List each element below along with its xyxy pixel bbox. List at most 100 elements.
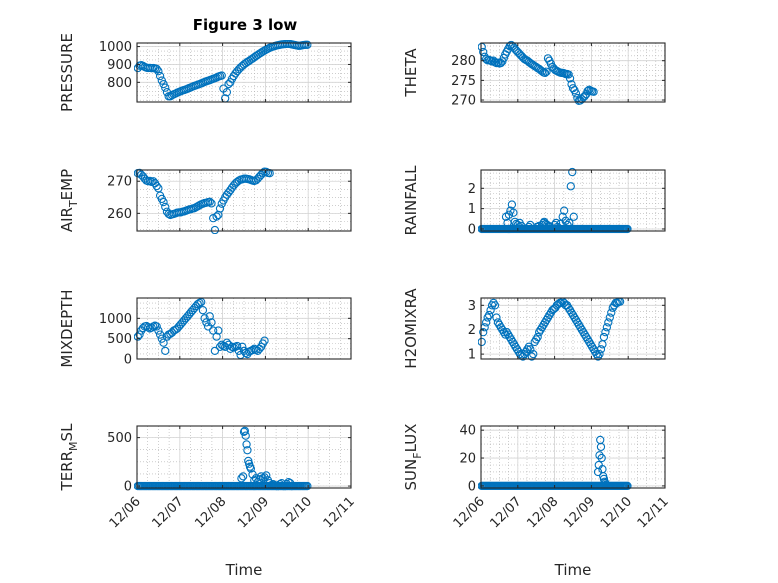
data-point bbox=[595, 451, 604, 460]
y-tick-label: 260 bbox=[107, 207, 132, 222]
data-point bbox=[222, 338, 232, 347]
x-tick-label: 12/11 bbox=[321, 494, 358, 531]
data-point bbox=[242, 440, 251, 449]
y-tick-label: 2 bbox=[468, 182, 476, 197]
x-tick-label: 12/09 bbox=[561, 494, 598, 531]
data-point bbox=[154, 326, 163, 335]
data-point bbox=[238, 342, 247, 351]
data-point bbox=[605, 313, 614, 322]
data-point bbox=[152, 322, 161, 331]
y-tick-label: 0 bbox=[468, 222, 476, 237]
panel-air-temp: 260 270 AIRTEMP bbox=[58, 167, 352, 234]
axes-box bbox=[480, 425, 666, 489]
data-point bbox=[478, 337, 486, 347]
data-point bbox=[540, 68, 550, 78]
data-point bbox=[226, 344, 235, 353]
x-tick-label: 12/07 bbox=[488, 494, 525, 531]
data-point bbox=[482, 318, 491, 327]
data-point bbox=[239, 427, 249, 436]
y-tick-label: 0 bbox=[124, 480, 132, 495]
data-point bbox=[152, 181, 161, 191]
x-tick-label: 12/08 bbox=[524, 494, 561, 531]
data-point bbox=[589, 87, 598, 96]
y-axis-label: TERRMSL bbox=[58, 423, 80, 492]
y-axis-label: H2OMIXRA bbox=[402, 288, 420, 369]
data-point bbox=[159, 338, 168, 347]
data-point bbox=[599, 332, 609, 342]
data-point bbox=[551, 218, 561, 228]
data-point bbox=[154, 184, 163, 193]
data-point bbox=[601, 328, 610, 337]
figure-title: Figure 3 low bbox=[193, 16, 298, 34]
data-point bbox=[596, 442, 606, 452]
data-point bbox=[237, 474, 246, 483]
y-tick-label: 0 bbox=[468, 479, 476, 494]
data-points bbox=[134, 297, 269, 360]
y-label-main: AIR bbox=[58, 207, 76, 232]
data-points bbox=[478, 167, 632, 234]
y-label-tail: EMP bbox=[58, 169, 76, 200]
data-point bbox=[210, 225, 220, 234]
x-tick-label: 12/10 bbox=[278, 494, 315, 531]
data-point bbox=[507, 200, 517, 209]
data-point bbox=[533, 332, 542, 342]
y-tick-label: 1 bbox=[468, 348, 476, 363]
data-point bbox=[623, 481, 632, 491]
data-point bbox=[623, 224, 632, 234]
data-point bbox=[504, 210, 514, 219]
data-point bbox=[198, 306, 208, 315]
data-point bbox=[210, 346, 220, 356]
y-axis-label: PRESSURE bbox=[58, 33, 76, 112]
y-tick-label: 270 bbox=[451, 94, 476, 109]
data-point bbox=[215, 342, 225, 351]
axes-box bbox=[136, 42, 352, 103]
x-tick-label: 12/06 bbox=[451, 494, 488, 531]
y-tick-label: 3 bbox=[468, 299, 476, 314]
data-point bbox=[509, 208, 518, 217]
data-point bbox=[256, 472, 266, 481]
data-point bbox=[604, 318, 613, 327]
data-point bbox=[233, 341, 242, 351]
y-tick-label: 900 bbox=[107, 58, 132, 73]
data-point bbox=[215, 204, 225, 213]
y-axis-label: SUNFLUX bbox=[402, 424, 424, 491]
data-point bbox=[479, 47, 488, 57]
data-point bbox=[571, 89, 581, 98]
x-tick-label: 12/09 bbox=[235, 494, 272, 531]
y-tick-label: 2 bbox=[468, 323, 476, 338]
panel-theta: 270 275 280 THETA bbox=[402, 40, 666, 109]
data-point bbox=[490, 301, 500, 310]
data-point bbox=[542, 67, 551, 76]
data-point bbox=[568, 167, 577, 177]
data-point bbox=[602, 323, 612, 332]
data-point bbox=[157, 334, 166, 343]
data-point bbox=[154, 67, 163, 76]
panel-h2omixra: 1 2 3 H2OMIXRA bbox=[402, 288, 666, 369]
y-label-subscript: M bbox=[67, 441, 80, 451]
y-axis-label: THETA bbox=[402, 48, 420, 98]
panel-mixdepth: 0 500 1000 MIXDEPTH bbox=[58, 289, 352, 368]
x-axis-label: Time bbox=[225, 561, 263, 579]
data-points bbox=[478, 297, 625, 361]
data-point bbox=[583, 86, 592, 96]
data-point bbox=[214, 326, 223, 335]
data-point bbox=[202, 318, 211, 327]
data-point bbox=[159, 197, 168, 207]
y-tick-label: 1000 bbox=[99, 312, 132, 327]
data-point bbox=[246, 464, 255, 473]
data-point bbox=[507, 40, 516, 50]
x-tick-label: 12/11 bbox=[635, 494, 672, 531]
data-point bbox=[241, 348, 250, 358]
data-point bbox=[134, 332, 143, 341]
data-point bbox=[303, 481, 312, 491]
y-tick-label: 500 bbox=[107, 332, 132, 347]
data-point bbox=[241, 431, 250, 440]
y-label-tail: SL bbox=[58, 423, 76, 442]
data-point bbox=[560, 206, 569, 215]
data-points bbox=[134, 40, 312, 103]
panel-terr-msl: 0 500 12/06 12/07 12/08 12/09 12/10 12/11 Time TE… bbox=[58, 423, 358, 579]
data-point bbox=[238, 472, 248, 481]
data-point bbox=[222, 88, 232, 97]
data-point bbox=[597, 453, 606, 463]
